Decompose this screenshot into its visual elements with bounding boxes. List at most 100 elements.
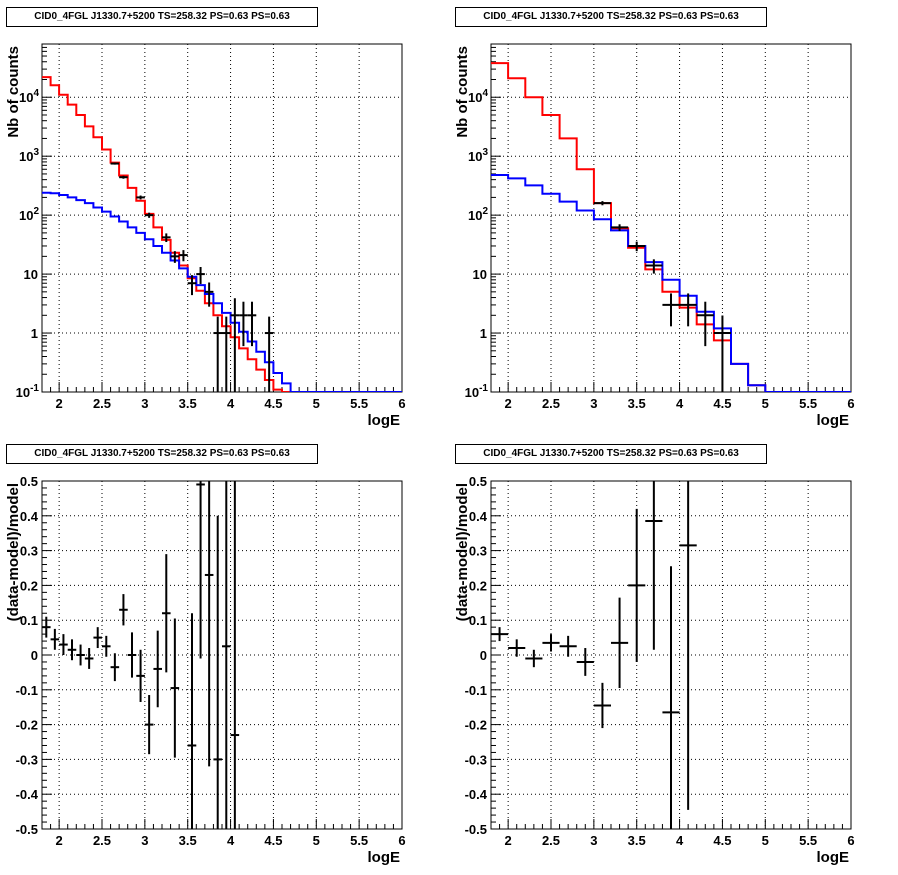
- data-point: [50, 628, 60, 650]
- y-tick-label: 0.4: [20, 509, 39, 524]
- x-tick-label: 2: [505, 396, 512, 411]
- data-point: [76, 644, 85, 666]
- plot-frame: [490, 43, 852, 393]
- y-tick-label: 1: [480, 326, 487, 341]
- data-point: [84, 648, 94, 669]
- y-tick-label: 10-1: [16, 383, 40, 400]
- y-tick-label: -0.1: [465, 683, 487, 698]
- x-tick-label: 4.5: [264, 833, 282, 848]
- pad-title-residual-right: CID0_4FGL J1330.7+5200 TS=258.32 PS=0.63…: [455, 444, 767, 464]
- x-tick-label: 4.5: [713, 833, 731, 848]
- plot-frame: [41, 43, 403, 393]
- data-point: [662, 293, 680, 327]
- x-tick-label: 3: [141, 396, 148, 411]
- data-point: [611, 597, 629, 689]
- data-point: [230, 481, 240, 829]
- x-tick-label: 6: [398, 396, 405, 411]
- data-point: [196, 481, 205, 659]
- pad-counts-left: 2 2.5 3 3.5 4 4.5 5 5.5 6 10-1 1 10 102 103 104 logE Nb …: [5, 43, 406, 429]
- x-tick-label: 5.5: [799, 833, 817, 848]
- data-point: [593, 201, 611, 206]
- data-point: [628, 508, 646, 662]
- x-tick-label: 3.5: [628, 833, 646, 848]
- y-tick-label: 1: [31, 326, 38, 341]
- x-tick-label: 2.5: [93, 396, 111, 411]
- data-point: [170, 251, 180, 263]
- y-tick-label: 0: [31, 648, 38, 663]
- y-tick-label: 0.3: [469, 544, 487, 559]
- data-point: [204, 282, 214, 307]
- data-point: [508, 639, 526, 657]
- data-point: [153, 630, 162, 708]
- pad-residual-left: 2 2.5 3 3.5 4 4.5 5 5.5 6 -0.5 -0.4 -0.3 -0.2 -0.1 0 0.…: [5, 474, 406, 866]
- x-tick-label: 4: [676, 833, 684, 848]
- x-tick-label: 2: [56, 396, 63, 411]
- x-tick-label: 4: [227, 833, 235, 848]
- y-tick-label: -0.2: [16, 718, 38, 733]
- y-tick-label: -0.2: [465, 718, 487, 733]
- data-point: [187, 613, 197, 829]
- x-tick-label: 5: [762, 833, 769, 848]
- pad-title-counts-left: CID0_4FGL J1330.7+5200 TS=258.32 PS=0.63…: [6, 7, 318, 27]
- data-point: [187, 275, 197, 296]
- data-point: [628, 241, 646, 252]
- x-tick-label: 5.5: [350, 833, 368, 848]
- pad-title-counts-right: CID0_4FGL J1330.7+5200 TS=258.32 PS=0.63…: [455, 7, 767, 27]
- x-axis-title: logE: [368, 412, 401, 429]
- x-tick-label: 3: [141, 833, 148, 848]
- data-point: [213, 515, 222, 829]
- data-point: [222, 481, 231, 829]
- y-tick-label: -0.3: [465, 752, 487, 767]
- plot-area: [491, 62, 851, 392]
- data-point: [136, 649, 145, 702]
- y-axis-title: Nb of counts: [5, 46, 22, 138]
- x-tick-label: 3.5: [628, 396, 646, 411]
- histogram-component_model: [491, 174, 851, 392]
- y-tick-label: 0: [480, 648, 487, 663]
- y-tick-label: 103: [19, 147, 39, 164]
- y-tick-label: 0.3: [20, 544, 38, 559]
- x-tick-label: 5: [313, 833, 320, 848]
- data-point: [696, 301, 714, 347]
- data-point: [102, 635, 111, 657]
- x-tick-label: 2.5: [93, 833, 111, 848]
- data-point: [576, 648, 594, 676]
- pad-counts-right: 2 2.5 3 3.5 4 4.5 5 5.5 6 10-1 1 10 102 103 104 logE Nb …: [454, 43, 855, 429]
- y-tick-label: -0.1: [16, 683, 38, 698]
- y-tick-label: 0.5: [469, 474, 487, 489]
- data-point: [213, 316, 222, 392]
- data-point: [559, 635, 577, 657]
- x-tick-label: 4.5: [713, 396, 731, 411]
- y-tick-label: 0.5: [20, 474, 38, 489]
- pad-title-residual-left: CID0_4FGL J1330.7+5200 TS=258.32 PS=0.63…: [6, 444, 318, 464]
- data-point: [110, 653, 120, 682]
- data-point: [144, 695, 154, 755]
- data-point: [230, 298, 240, 392]
- x-tick-label: 6: [847, 396, 854, 411]
- y-tick-label: 10-1: [465, 383, 489, 400]
- data-point: [247, 301, 257, 347]
- data-point: [93, 627, 102, 649]
- x-axis-title: logE: [817, 412, 850, 429]
- x-tick-label: 2: [56, 833, 63, 848]
- y-tick-label: 102: [19, 206, 39, 223]
- y-tick-label: 0.2: [20, 578, 38, 593]
- plot-area: [42, 76, 402, 392]
- x-tick-label: 4: [676, 396, 684, 411]
- x-tick-label: 3.5: [179, 833, 197, 848]
- x-tick-label: 5: [313, 396, 320, 411]
- data-point: [42, 616, 51, 638]
- y-tick-label: -0.5: [465, 822, 487, 837]
- data-point: [204, 481, 214, 767]
- data-point: [645, 259, 663, 274]
- plot-area: [42, 481, 240, 829]
- y-tick-label: 102: [468, 206, 488, 223]
- data-point: [239, 301, 248, 347]
- y-tick-label: 103: [468, 147, 488, 164]
- data-point: [179, 250, 188, 262]
- histogram-total_model: [42, 76, 402, 392]
- data-point: [110, 162, 120, 165]
- data-point: [59, 634, 68, 655]
- y-tick-label: -0.4: [16, 787, 39, 802]
